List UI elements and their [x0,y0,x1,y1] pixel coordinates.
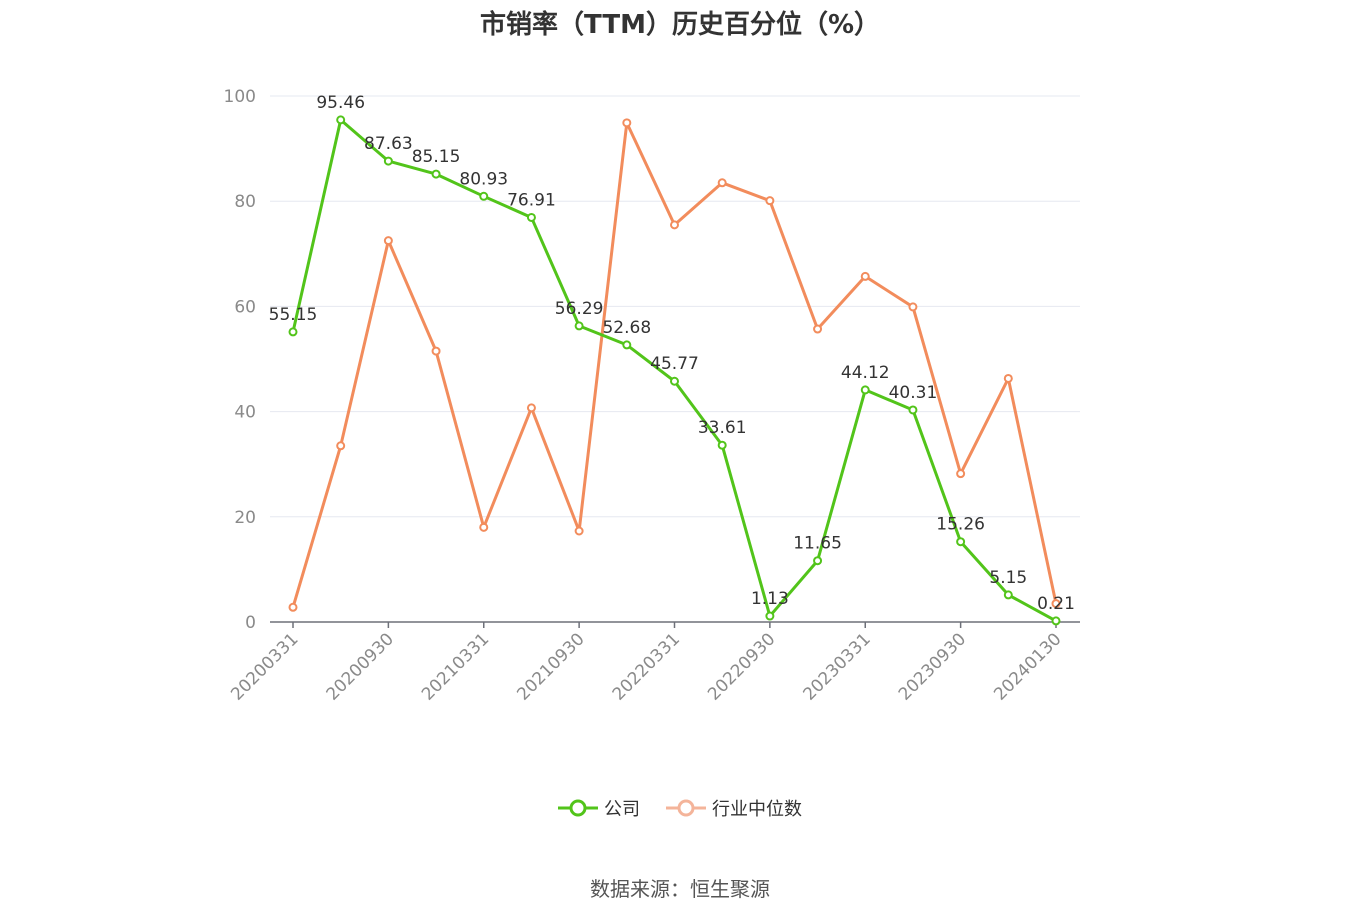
series-layer [288,115,1061,626]
y-tick-label: 40 [234,403,256,423]
data-point-company [526,212,536,222]
data-point-industry-median [574,526,584,536]
data-point-industry-median [765,196,775,206]
data-point-company [956,537,966,547]
data-label-company: 95.46 [316,93,365,113]
data-point-company [479,191,489,201]
data-label-company: 56.29 [555,299,604,319]
data-label-company: 80.93 [459,169,508,189]
data-label-company: 11.65 [793,534,842,554]
x-tick-label: 20220930 [704,629,779,704]
data-label-company: 44.12 [841,363,890,383]
data-label-company: 1.13 [751,589,789,609]
data-point-company [336,115,346,125]
data-point-company [574,321,584,331]
data-point-industry-median [1003,373,1013,383]
data-point-company [717,440,727,450]
grid-lines [270,95,1080,518]
chart-title: 市销率（TTM）历史百分位（%） [480,10,880,40]
data-point-company [1051,616,1061,626]
data-label-company: 85.15 [412,147,461,167]
data-label-company: 33.61 [698,418,747,438]
data-label-company: 76.91 [507,190,556,210]
data-label-company: 55.15 [269,305,318,325]
data-point-industry-median [479,522,489,532]
data-label-company: 15.26 [936,515,985,535]
legend-industry-median-icon [666,799,706,817]
data-point-company [622,340,632,350]
x-tick-label: 20240130 [990,629,1065,704]
x-tick-label: 20230930 [895,629,970,704]
data-point-industry-median [908,302,918,312]
x-tick-label: 20220331 [609,629,684,704]
data-point-industry-median [383,236,393,246]
data-point-industry-median [622,118,632,128]
data-point-company [383,156,393,166]
data-point-industry-median [860,271,870,281]
data-source: 数据来源：恒生聚源 [590,877,770,901]
legend-company-label: 公司 [604,799,640,820]
data-point-company [765,611,775,621]
data-point-company [860,385,870,395]
x-tick-label: 20200331 [227,629,302,704]
data-label-company: 45.77 [650,354,699,374]
legend-company-icon [558,799,598,817]
legend-item-company[interactable]: 公司 [558,795,640,821]
data-point-industry-median [670,220,679,230]
data-point-industry-median [956,469,966,479]
data-point-industry-median [526,403,536,413]
data-point-company [1003,590,1013,600]
data-point-industry-median [288,602,298,612]
data-point-industry-median [336,441,346,451]
data-point-industry-median [1051,599,1061,609]
data-point-industry-median [717,178,727,188]
data-label-company: 5.15 [989,568,1027,588]
data-label-company: 40.31 [889,383,938,403]
y-tick-label: 60 [234,297,256,317]
x-tick-label: 20230331 [799,629,874,704]
legend: 公司 行业中位数 [0,795,1360,821]
data-point-industry-median [431,346,441,356]
data-label-company: 52.68 [602,318,651,338]
y-tick-label: 0 [245,613,256,633]
data-point-company [288,327,298,337]
data-point-industry-median [813,324,823,334]
data-point-company [908,405,918,415]
data-point-company [670,376,679,386]
legend-industry-median-label: 行业中位数 [712,799,802,820]
x-tick-label: 20200930 [323,629,398,704]
data-label-company: 0.21 [1037,594,1075,614]
y-tick-label: 80 [234,192,256,212]
data-point-company [431,169,441,179]
y-tick-label: 20 [234,508,256,528]
data-label-company: 87.63 [364,134,413,154]
x-tick-label: 20210331 [418,629,493,704]
x-tick-label: 20210930 [513,629,588,704]
legend-item-industry-median[interactable]: 行业中位数 [666,795,802,821]
data-point-company [813,556,823,566]
y-tick-label: 100 [224,87,256,107]
